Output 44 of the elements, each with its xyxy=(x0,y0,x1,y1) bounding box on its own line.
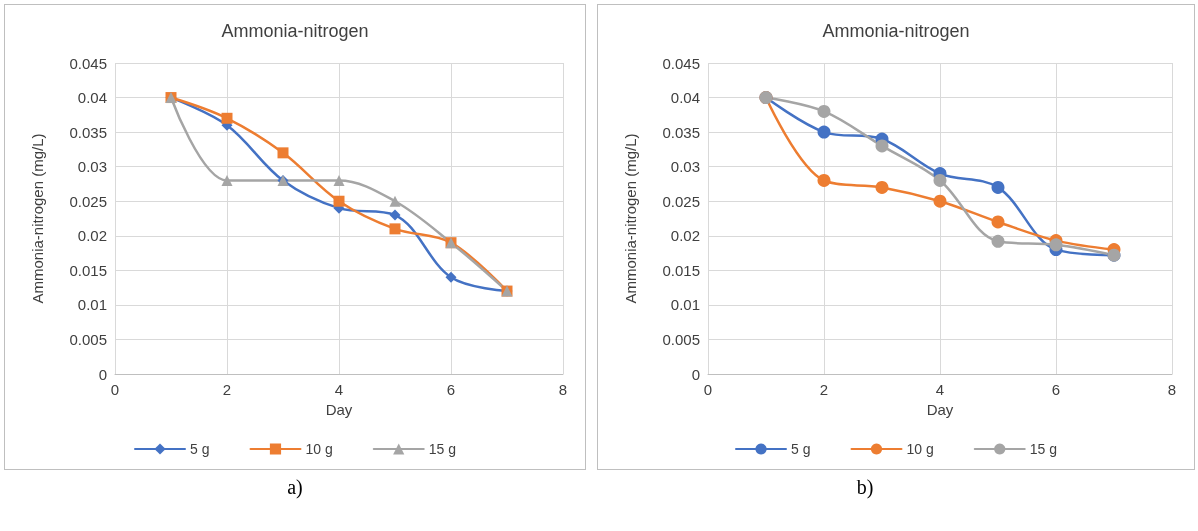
y-tick-label: 0.005 xyxy=(662,330,700,348)
x-tick-label: 0 xyxy=(110,381,120,398)
y-tick-label: 0.025 xyxy=(662,192,700,210)
y-tick-label: 0 xyxy=(691,365,700,383)
x-tick-label: 8 xyxy=(558,381,568,398)
y-tick-label: 0.04 xyxy=(670,89,700,107)
y-tick-label: 0.02 xyxy=(670,227,700,245)
y-tick-label: 0.02 xyxy=(77,227,107,245)
legend-label: 5 g xyxy=(190,441,210,457)
chart-title: Ammonia-nitrogen xyxy=(822,21,970,41)
legend-label: 5 g xyxy=(791,441,811,457)
x-axis-title: Day xyxy=(926,401,954,418)
y-tick-label: 0.005 xyxy=(69,330,107,348)
legend-label: 10 g xyxy=(305,441,333,457)
y-tick-label: 0.045 xyxy=(662,54,700,72)
legend-label: 15 g xyxy=(1029,441,1057,457)
legend-label: 15 g xyxy=(428,441,456,457)
x-tick-label: 6 xyxy=(446,381,456,398)
y-axis-title: Ammonia-nitrogen (mg/L) xyxy=(29,133,46,304)
x-tick-label: 4 xyxy=(334,381,344,398)
x-tick-label: 4 xyxy=(935,381,945,398)
y-tick-label: 0.03 xyxy=(670,158,700,176)
x-tick-label: 2 xyxy=(222,381,232,398)
x-tick-label: 8 xyxy=(1167,381,1177,398)
y-tick-label: 0.03 xyxy=(77,158,107,176)
text: a) xyxy=(286,476,304,499)
y-tick-label: 0.01 xyxy=(670,296,700,314)
x-tick-label: 0 xyxy=(703,381,713,398)
y-tick-label: 0.035 xyxy=(662,123,700,141)
y-tick-label: 0.045 xyxy=(69,54,107,72)
y-tick-label: 0.015 xyxy=(662,261,700,279)
x-tick-label: 6 xyxy=(1051,381,1061,398)
text: b) xyxy=(855,476,875,499)
y-axis-title: Ammonia-nitrogen (mg/L) xyxy=(622,133,639,304)
y-tick-label: 0.035 xyxy=(69,123,107,141)
y-tick-label: 0.025 xyxy=(69,192,107,210)
x-axis-title: Day xyxy=(325,401,353,418)
y-tick-label: 0.01 xyxy=(77,296,107,314)
legend-label: 10 g xyxy=(906,441,934,457)
chart-title: Ammonia-nitrogen xyxy=(221,21,369,41)
y-tick-label: 0.04 xyxy=(77,89,107,107)
y-tick-label: 0.015 xyxy=(69,261,107,279)
y-tick-label: 0 xyxy=(98,365,107,383)
x-tick-label: 2 xyxy=(819,381,829,398)
